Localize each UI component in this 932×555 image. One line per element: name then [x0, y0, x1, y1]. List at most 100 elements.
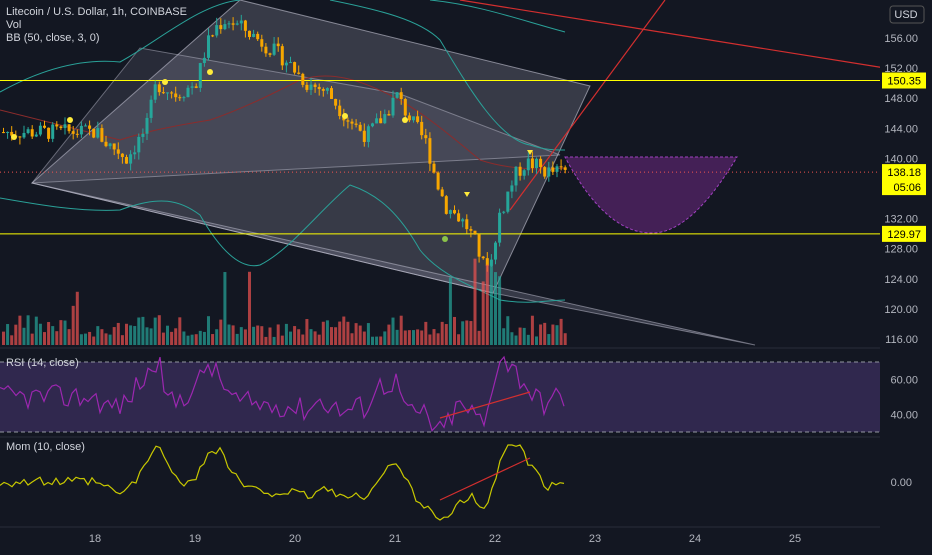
symbol-title[interactable]: Litecoin / U.S. Dollar, 1h, COINBASE	[6, 6, 187, 18]
volume-bar	[235, 333, 239, 345]
volume-bar	[79, 334, 83, 345]
rsi-divergence-line	[439, 391, 531, 419]
volume-bar	[268, 327, 272, 345]
signal-dot	[162, 79, 168, 85]
mom-tick-label: 0.00	[891, 477, 912, 489]
candle-body	[305, 84, 309, 90]
volume-bar	[424, 321, 428, 345]
volume-bar	[55, 331, 59, 345]
volume-bar	[116, 322, 120, 345]
volume-bar	[457, 334, 461, 345]
candle-body	[141, 133, 145, 137]
candle-body	[325, 88, 329, 91]
candle-body	[522, 170, 526, 176]
volume-bar	[342, 316, 346, 345]
volume-bar	[535, 336, 538, 345]
candle-body	[502, 211, 506, 213]
candle-body	[88, 125, 92, 129]
volume-bar	[170, 331, 174, 345]
candle-body	[268, 53, 272, 55]
volume-bar	[432, 329, 436, 345]
candle-body	[137, 136, 141, 153]
volume-bars	[2, 258, 567, 345]
volume-bar	[129, 325, 133, 345]
candle-body	[125, 157, 128, 164]
candle-body	[461, 219, 465, 222]
candle-body	[79, 125, 83, 135]
volume-bar	[14, 324, 18, 345]
volume-bar	[120, 335, 124, 345]
candle-body	[518, 166, 522, 176]
candle-body	[92, 128, 96, 138]
price-badge-text: 05:06	[893, 182, 921, 194]
candle-body	[514, 166, 518, 186]
candle-body	[231, 23, 235, 25]
volume-bar	[190, 334, 194, 345]
candle-body	[43, 125, 46, 128]
volume-bar	[403, 330, 407, 345]
candle-body	[309, 84, 313, 90]
rsi-label: RSI (14, close)	[6, 357, 79, 369]
volume-bar	[420, 330, 424, 345]
signal-dot	[342, 113, 348, 119]
volume-bar	[153, 317, 157, 345]
volume-bar	[354, 323, 358, 345]
candle-body	[30, 129, 34, 137]
volume-bar	[399, 315, 403, 345]
volume-bar	[6, 324, 10, 345]
mom-label: Mom (10, close)	[6, 441, 85, 453]
candle-body	[334, 98, 338, 106]
signal-dot	[402, 117, 408, 123]
price-tick-label: 144.00	[884, 123, 918, 135]
candles	[2, 14, 567, 272]
candle-body	[555, 166, 559, 172]
candle-body	[330, 88, 333, 99]
price-badge-text: 150.35	[887, 76, 921, 88]
volume-bar	[227, 324, 231, 345]
volume-bar	[325, 320, 329, 345]
price-badge-last-price	[882, 164, 926, 181]
candle-body	[207, 35, 210, 58]
volume-bar	[428, 334, 432, 345]
price-badge-countdown	[882, 179, 926, 196]
price-tick-label: 140.00	[884, 153, 918, 165]
bollinger-upper-right	[429, 0, 566, 33]
volume-bar	[358, 325, 362, 345]
volume-bar	[182, 331, 186, 345]
volume-bar	[506, 316, 510, 345]
candle-body	[178, 97, 182, 99]
candle-body	[284, 62, 288, 66]
candle-body	[153, 84, 157, 100]
candle-body	[170, 92, 174, 94]
volume-bar	[63, 320, 67, 345]
candle-body	[26, 129, 30, 133]
volume-bar	[543, 322, 547, 345]
price-tick-label: 124.00	[884, 274, 918, 286]
candle-body	[395, 92, 399, 98]
candle-body	[371, 123, 374, 127]
volume-bar	[215, 329, 219, 345]
candle-body	[301, 73, 305, 85]
volume-bar	[133, 326, 137, 345]
volume-bar	[284, 323, 288, 345]
candle-body	[469, 229, 473, 231]
candle-body	[120, 153, 124, 158]
candle-body	[526, 158, 530, 171]
volume-bar	[518, 327, 522, 345]
candle-body	[362, 130, 366, 142]
triangle-pattern-lower	[31, 182, 756, 346]
candle-body	[412, 116, 415, 121]
price-tick-label: 116.00	[885, 334, 918, 346]
chart-legend: Litecoin / U.S. Dollar, 1h, COINBASE Vol…	[6, 6, 187, 45]
volume-bar	[379, 336, 383, 345]
candle-body	[161, 92, 165, 94]
volume-bar	[96, 326, 100, 345]
price-badge-resistance	[882, 72, 926, 89]
candle-body	[432, 163, 436, 173]
volume-label: Vol	[6, 19, 22, 31]
candle-body	[63, 124, 67, 129]
volume-bar	[334, 327, 338, 345]
volume-bar	[416, 329, 420, 345]
